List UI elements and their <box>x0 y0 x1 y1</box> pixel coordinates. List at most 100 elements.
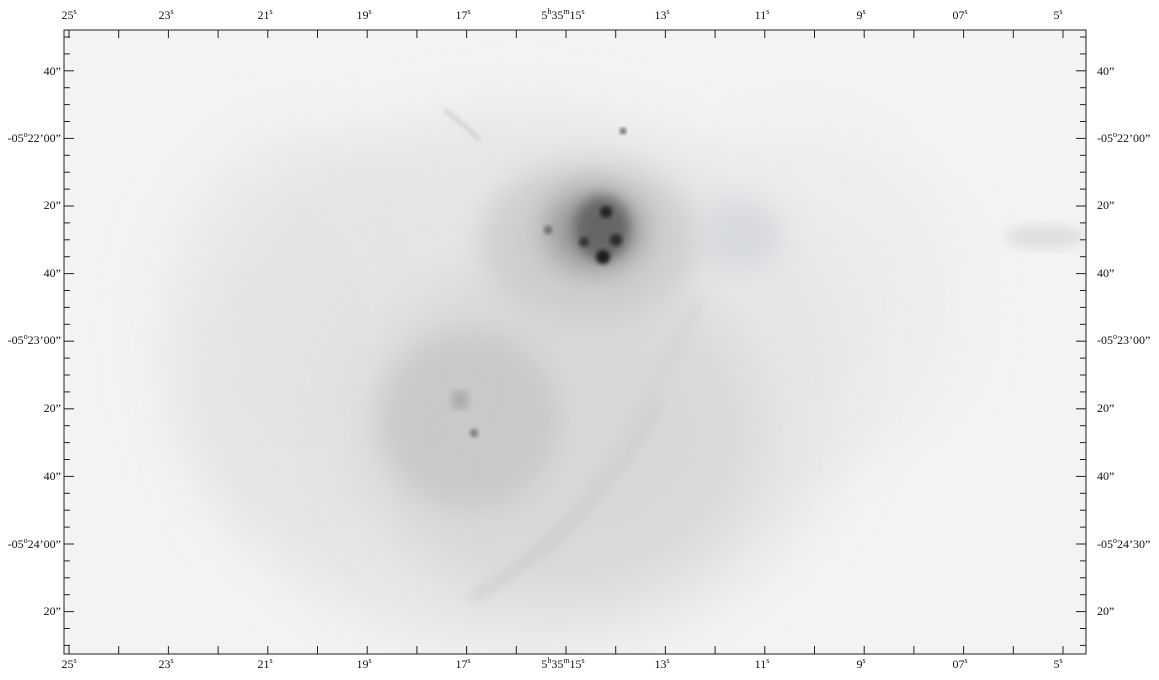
left-axis-label: 20” <box>44 402 61 414</box>
label-superscript: s <box>666 656 670 665</box>
label-superscript: s <box>1059 7 1063 16</box>
left-axis-label: -05o23’00” <box>7 332 61 347</box>
right-axis-label: 40” <box>1097 470 1114 482</box>
label-part: 40” <box>43 469 61 483</box>
top-axis-label: 17s <box>455 7 471 22</box>
right-axis-label: 40” <box>1097 65 1114 77</box>
label-superscript: s <box>467 7 471 16</box>
label-superscript: s <box>666 7 670 16</box>
left-axis-label: -05o24’00” <box>7 536 61 551</box>
top-axis-label: 07s <box>952 7 968 22</box>
label-superscript: s <box>73 7 77 16</box>
label-part: 15 <box>569 8 582 22</box>
label-part: 11 <box>754 657 767 671</box>
top-axis-label: 25s <box>61 7 77 21</box>
bottom-axis-label: 21s <box>257 656 273 671</box>
left-axis-label: 20” <box>44 199 61 211</box>
label-superscript: s <box>467 656 471 665</box>
label-superscript: o <box>1113 536 1117 545</box>
label-superscript: h <box>547 656 552 665</box>
label-superscript: s <box>964 656 968 665</box>
right-axis-label: -05o24’30” <box>1097 536 1150 551</box>
label-part: -05 <box>1097 131 1113 145</box>
label-part: 40” <box>43 64 61 78</box>
label-superscript: s <box>269 656 273 665</box>
right-axis-label: 20” <box>1097 605 1114 617</box>
label-part: 13 <box>654 8 667 22</box>
label-superscript: s <box>964 7 968 16</box>
label-part: 35 <box>551 8 564 22</box>
top-axis-label: 23s <box>158 7 173 22</box>
label-superscript: s <box>368 656 372 665</box>
top-axis-label: 21s <box>257 7 273 21</box>
right-axis-label: 20” <box>1097 402 1114 414</box>
left-axis-label: 20” <box>44 605 61 617</box>
label-part: 13 <box>654 657 667 671</box>
label-superscript: s <box>862 7 866 16</box>
right-axis-label: -05o23’00” <box>1097 332 1150 346</box>
label-part: 20” <box>1097 604 1115 618</box>
bottom-axis-label: 9s <box>856 656 866 670</box>
label-superscript: m <box>563 7 570 16</box>
label-part: 21 <box>257 657 270 671</box>
label-part: 20” <box>43 604 61 618</box>
label-superscript: s <box>368 7 372 16</box>
label-superscript: s <box>1059 656 1063 665</box>
label-part: 23’00” <box>27 333 61 347</box>
left-axis-label: 40” <box>44 470 61 482</box>
label-superscript: s <box>170 656 174 665</box>
label-part: 11 <box>754 8 767 22</box>
top-axis-label: 5s <box>1053 7 1063 22</box>
label-part: 5 <box>1053 8 1060 22</box>
label-part: 40” <box>1097 266 1115 280</box>
bottom-axis-label: 19s <box>356 656 372 671</box>
label-part: 17 <box>455 657 468 671</box>
plot-frame <box>63 29 1087 655</box>
right-axis-label: -05o22’00” <box>1097 130 1151 145</box>
label-part: 17 <box>455 8 468 22</box>
label-part: 25 <box>61 657 74 671</box>
label-part: 20” <box>1097 198 1115 212</box>
bottom-axis-label: 17s <box>455 656 471 671</box>
label-superscript: m <box>563 656 570 665</box>
nebula-emission <box>160 108 1085 650</box>
bottom-axis-label: 23s <box>158 656 174 670</box>
label-superscript: s <box>581 656 585 665</box>
label-superscript: o <box>23 130 28 139</box>
label-superscript: h <box>547 7 552 16</box>
top-axis-label: 9s <box>856 7 866 21</box>
label-superscript: o <box>23 332 28 341</box>
label-superscript: s <box>73 656 77 665</box>
label-superscript: s <box>862 656 866 665</box>
bottom-axis-label: 13s <box>654 656 670 671</box>
label-part: 5 <box>541 657 548 671</box>
top-axis-label: 11s <box>754 7 770 22</box>
right-axis-label: 40” <box>1097 267 1114 279</box>
right-axis-label: 20” <box>1097 199 1114 211</box>
label-part: 07 <box>952 657 965 671</box>
label-part: 22’00” <box>1117 131 1151 145</box>
label-part: 15 <box>569 657 582 671</box>
label-part: -05 <box>7 333 24 347</box>
label-part: 22’00” <box>27 131 61 145</box>
label-part: 19 <box>356 657 369 671</box>
label-part: 23 <box>158 8 171 22</box>
label-superscript: s <box>269 7 273 16</box>
label-part: 40” <box>1097 469 1115 483</box>
bottom-axis-label: 5h35m15s <box>541 656 585 671</box>
label-superscript: o <box>1113 130 1117 139</box>
label-part: -05 <box>7 131 24 145</box>
label-part: 40” <box>1097 64 1115 78</box>
label-part: 24’00” <box>27 537 61 551</box>
left-axis-label: -05o22’00” <box>7 130 61 145</box>
label-part: 07 <box>952 8 965 22</box>
label-superscript: s <box>766 7 770 16</box>
label-part: -05 <box>1097 537 1113 551</box>
label-part: 20” <box>1097 401 1115 415</box>
top-axis-label: 19s <box>356 7 372 22</box>
label-part: -05 <box>7 537 24 551</box>
label-part: 19 <box>356 8 369 22</box>
label-superscript: s <box>581 7 585 16</box>
label-part: 5 <box>1053 657 1060 671</box>
